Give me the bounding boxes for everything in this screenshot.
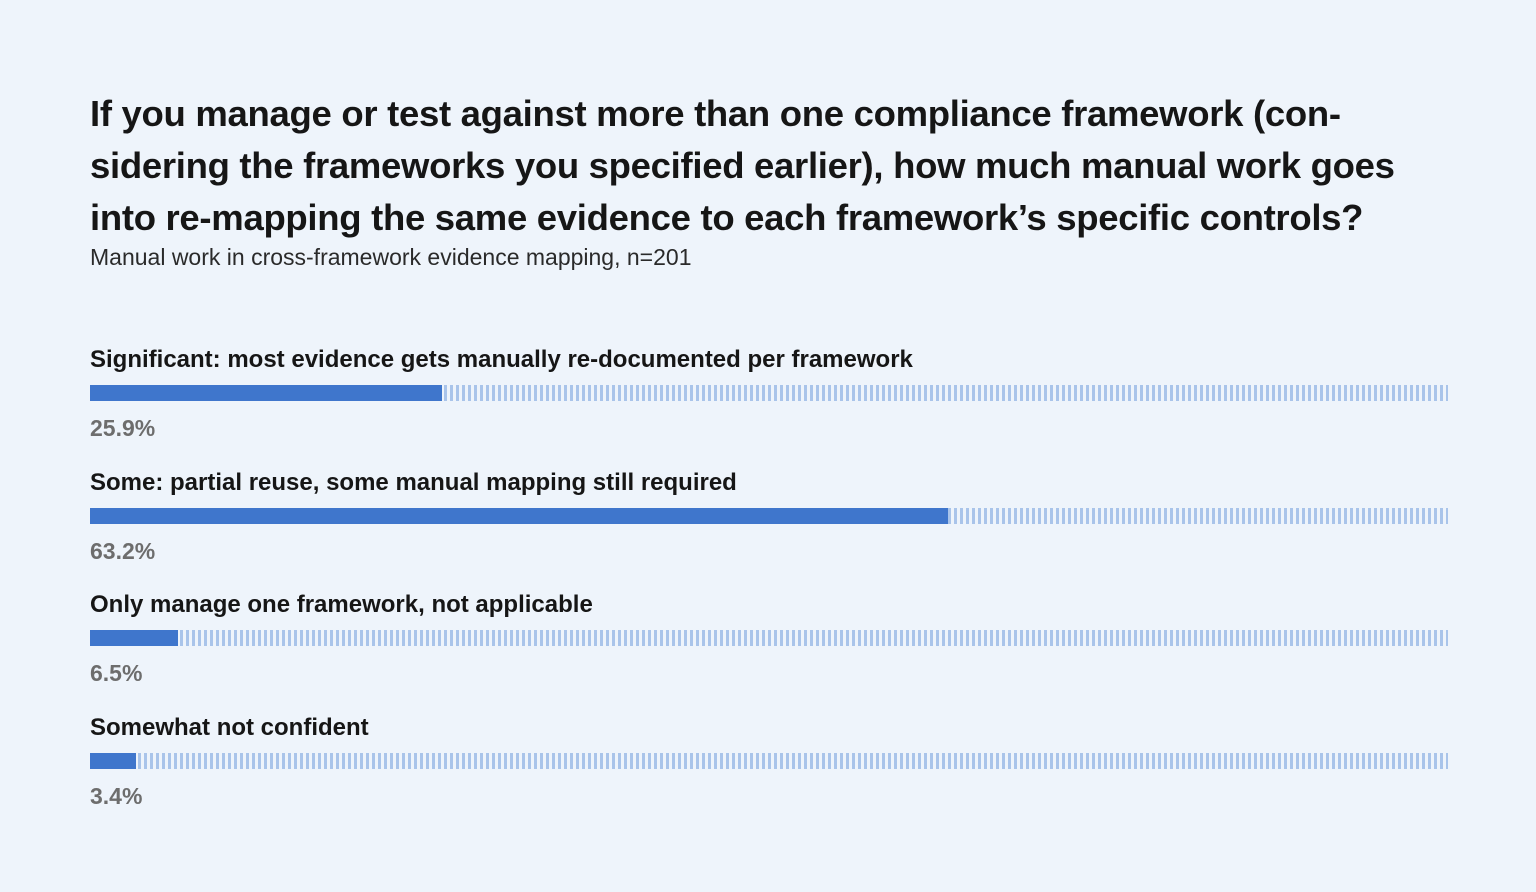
bar-fill xyxy=(90,385,442,401)
bar-value-label: 63.2% xyxy=(90,537,156,564)
bar-track xyxy=(90,507,1448,524)
chart-title-line: into re-mapping the same evidence to eac… xyxy=(90,197,1364,238)
bar-fill xyxy=(90,752,136,769)
bar-category-label: Only manage one framework, not applicabl… xyxy=(90,591,593,618)
bar-fill xyxy=(90,630,178,646)
bar-category-label: Some: partial reuse, some manual mapping… xyxy=(90,468,737,496)
bar-value-label: 6.5% xyxy=(90,660,143,686)
chart-title-line: If you manage or test against more than … xyxy=(90,93,1341,134)
bar-track xyxy=(90,752,1448,769)
bar-track xyxy=(90,630,1448,646)
bar-value-label: 3.4% xyxy=(90,782,143,809)
chart-title: If you manage or test against more than … xyxy=(90,88,1470,244)
bar-category-label: Somewhat not confident xyxy=(90,713,369,741)
chart-subtitle: Manual work in cross-framework evidence … xyxy=(90,244,692,270)
bar-fill xyxy=(90,507,948,524)
bar-category-label: Significant: most evidence gets manually… xyxy=(90,346,913,373)
bar-track xyxy=(90,385,1448,401)
bar-value-label: 25.9% xyxy=(90,415,156,441)
chart-title-line: sidering the frameworks you specified ea… xyxy=(90,145,1395,186)
